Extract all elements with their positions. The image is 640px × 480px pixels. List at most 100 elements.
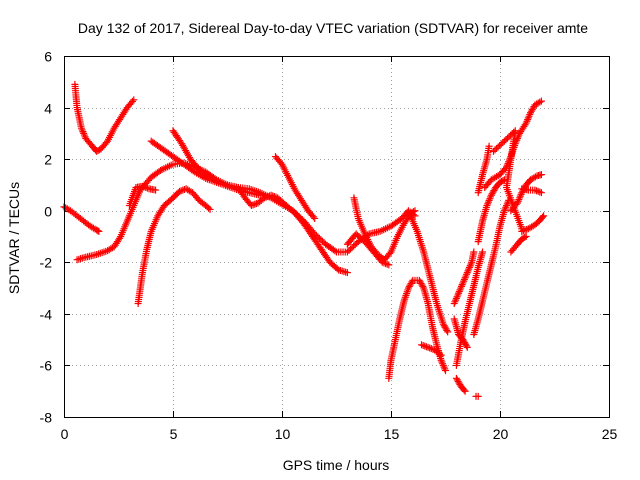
data-point [525,112,533,120]
data-point [436,350,444,358]
data-point [457,284,465,292]
y-tick-label: 2 [44,152,52,168]
data-point [485,142,493,150]
data-point [531,173,539,181]
data-point [521,233,529,241]
data-point [502,136,510,144]
data-point [269,192,277,200]
data-series-arc-14 [418,341,445,359]
x-tick-label: 20 [493,426,509,442]
data-point [261,194,269,202]
data-point [455,288,463,296]
data-point [439,360,447,368]
data-point [422,343,430,351]
data-series-arc-28 [489,127,526,233]
data-point [464,267,472,275]
data-point [534,187,542,195]
data-point [442,367,449,375]
data-point [343,269,351,277]
data-point [453,293,461,301]
data-layer [60,80,548,400]
data-point [452,296,460,304]
data-point [499,139,507,147]
x-tick-label: 0 [61,426,69,442]
data-point [347,245,355,253]
data-point [426,344,434,352]
y-tick-label: 4 [44,101,52,117]
data-point [152,186,160,194]
y-tick-label: -8 [40,410,53,426]
data-series-arc-21 [474,176,508,246]
data-point [513,199,521,207]
data-point [537,171,545,179]
data-point [343,248,351,256]
data-point [256,191,264,199]
data-point [264,193,272,201]
data-point [491,146,499,154]
data-point [523,117,531,125]
data-point [130,96,138,104]
data-point [451,298,459,306]
data-point [533,187,541,195]
data-series-arc-19 [472,392,482,400]
data-point [539,213,547,221]
data-point [80,129,88,137]
data-point [460,386,468,394]
x-tick-label: 25 [602,426,618,442]
data-point [484,198,492,206]
data-point [524,116,532,124]
data-point [311,214,319,222]
data-point [270,193,278,201]
data-point [494,143,502,151]
data-series-arc-25 [518,185,545,197]
data-series-arc-16 [452,374,469,395]
data-series-arc-18 [452,248,487,369]
data-point [518,225,526,233]
data-point [421,342,429,350]
data-series-arc-15 [450,248,478,308]
data-point [331,247,339,255]
data-point [462,272,470,280]
data-point [516,192,524,200]
data-point [463,269,471,277]
x-tick-label: 5 [170,426,178,442]
data-series-arc-11 [343,230,393,269]
data-point [443,326,451,334]
data-point [142,184,150,192]
y-tick-label: -2 [40,255,53,271]
data-series-arc-02 [71,80,138,155]
data-point [410,208,418,216]
data-point [80,131,88,139]
data-point [514,197,522,205]
data-point [440,363,448,371]
data-series-arc-09 [271,153,319,222]
data-point [318,237,326,245]
data-point [461,274,469,282]
data-point [143,184,151,192]
data-point [176,187,184,195]
y-tick-label: -4 [40,307,53,323]
data-series-arc-22 [474,142,493,197]
data-point [140,183,148,191]
y-axis-label: SDTVAR / TECUs [6,182,22,294]
data-point [496,142,504,150]
data-point [251,200,259,208]
data-series-arc-01 [60,203,103,235]
data-point [515,196,523,204]
data-point [513,135,521,143]
chart-title: Day 132 of 2017, Sidereal Day-to-day VTE… [78,20,588,36]
data-point [461,387,469,395]
data-point [501,205,509,213]
data-point [466,262,474,270]
data-point [540,212,548,220]
data-point [460,275,468,283]
data-point [437,351,445,359]
data-series-arc-12 [407,212,452,336]
data-point [465,265,473,273]
data-point [479,248,487,256]
data-point [465,263,473,271]
x-axis-label: GPS time / hours [283,457,390,473]
data-point [317,236,325,244]
